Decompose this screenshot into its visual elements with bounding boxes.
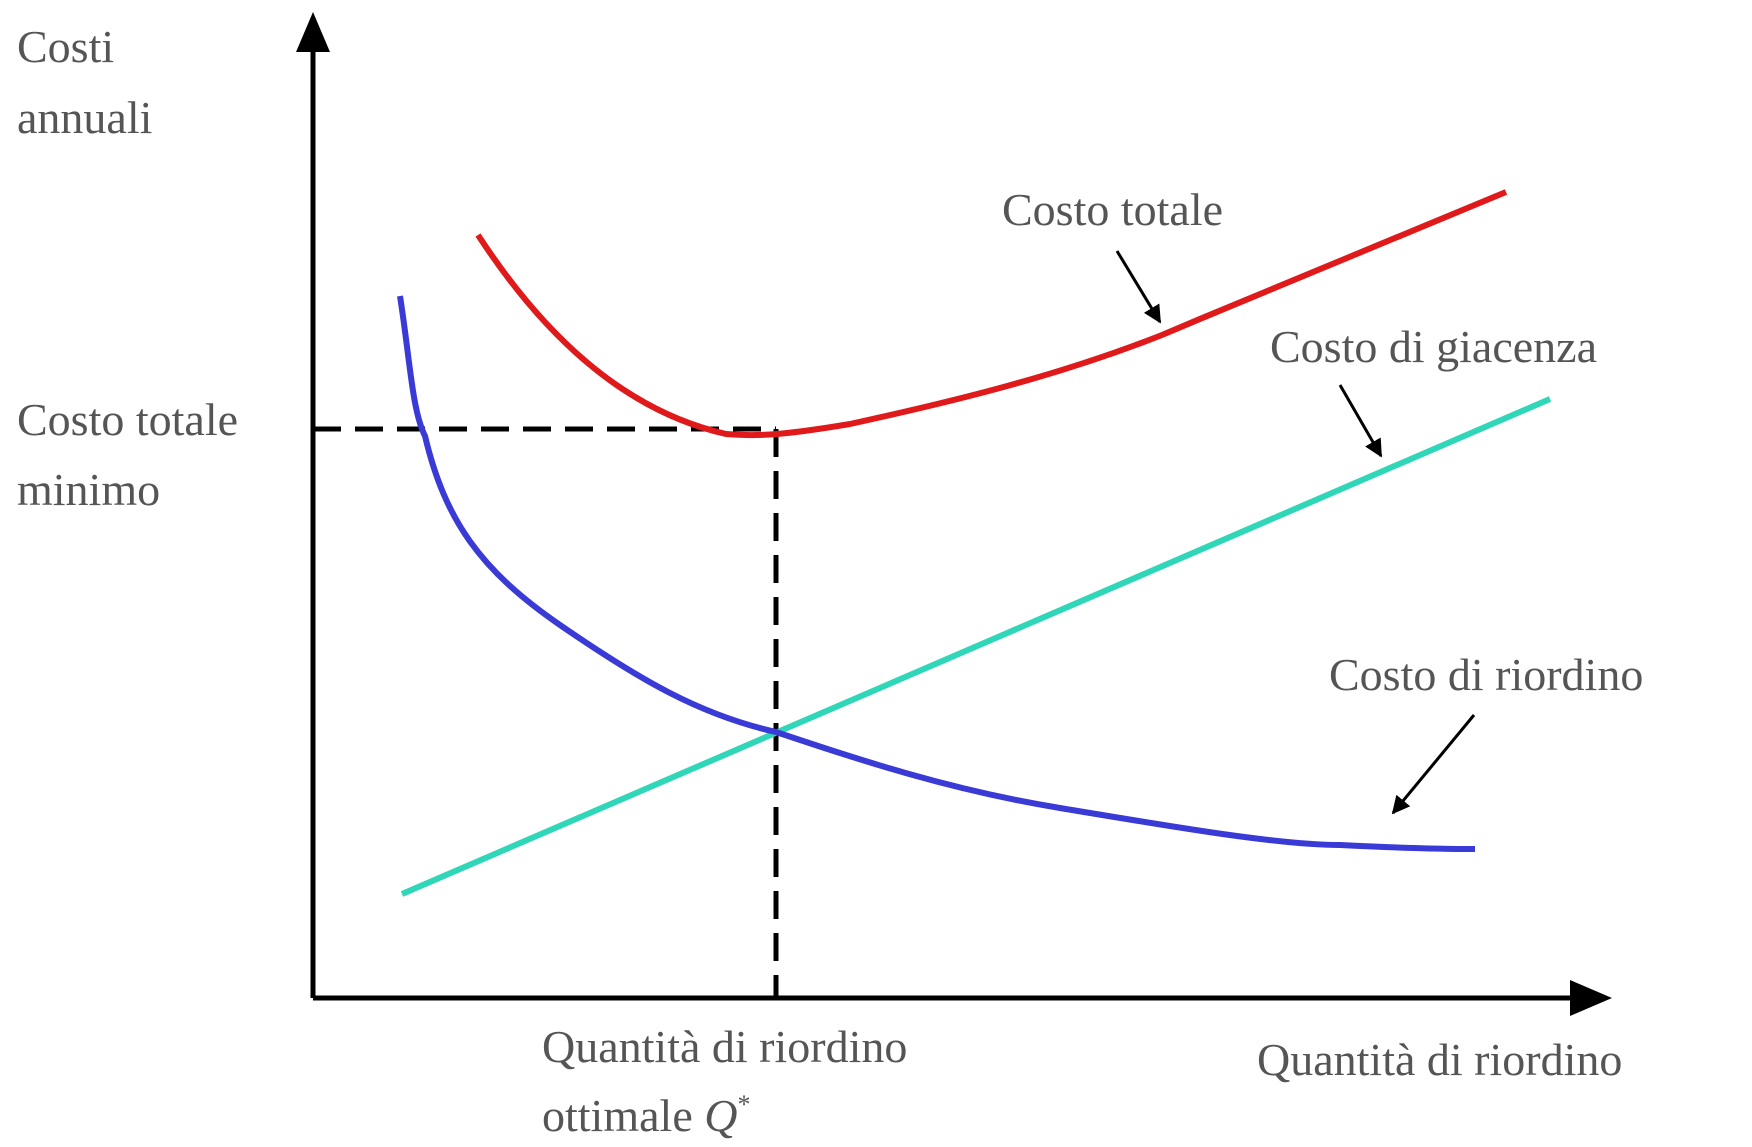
optimum-label: ottimale Q* <box>542 1090 750 1141</box>
x-axis-label: Quantità di riordino <box>1257 1034 1622 1085</box>
x-axis-arrow <box>1570 980 1612 1016</box>
optimum-label-text: ottimale <box>542 1090 693 1141</box>
curve-label: Costo totale <box>1002 184 1223 235</box>
y-axis-label: annuali <box>17 92 152 143</box>
ordering-cost-curve <box>397 295 1476 852</box>
holding-cost-curve <box>400 396 1552 897</box>
pointer-arrow <box>1115 250 1162 324</box>
min-cost-label: Costo totale <box>17 394 238 445</box>
curve-label: Costo di giacenza <box>1270 321 1597 372</box>
pointer-arrow <box>1338 384 1383 458</box>
pointer-arrow <box>1391 714 1476 815</box>
y-axis-arrow <box>296 12 330 52</box>
y-axis-label: Costi <box>17 21 114 72</box>
curve-label: Costo di riordino <box>1329 649 1643 700</box>
optimum-symbol: Q <box>704 1090 737 1141</box>
optimum-superscript: * <box>737 1090 750 1119</box>
min-cost-label: minimo <box>17 464 160 515</box>
optimum-label: Quantità di riordino <box>542 1021 907 1072</box>
total-cost-curve <box>475 189 1508 439</box>
